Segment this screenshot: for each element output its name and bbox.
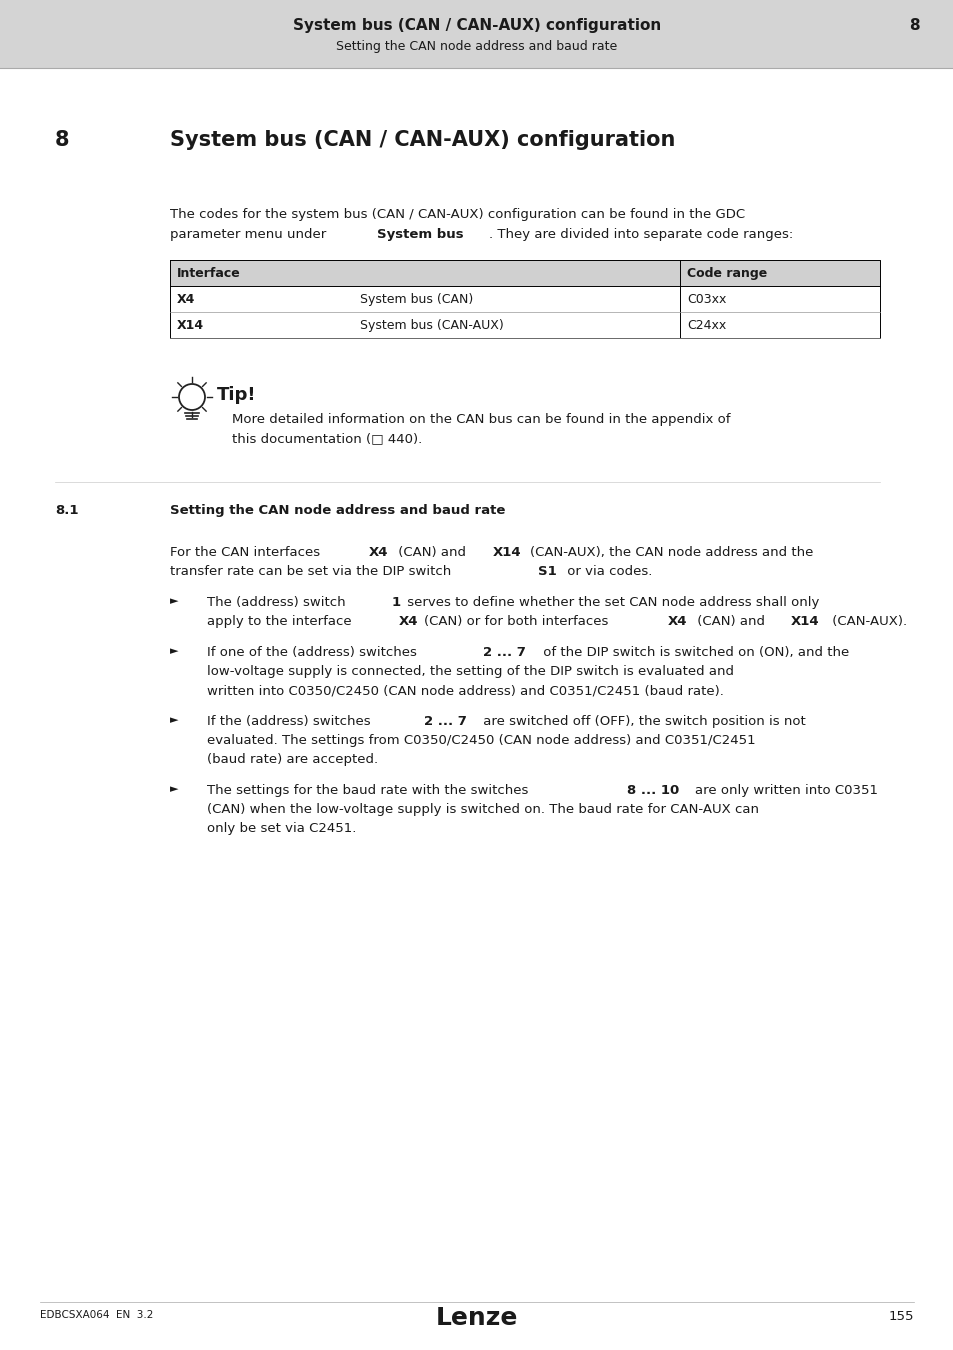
Text: X14: X14	[493, 545, 521, 559]
Text: 1: 1	[391, 595, 400, 609]
Text: More detailed information on the CAN bus can be found in the appendix of: More detailed information on the CAN bus…	[232, 413, 730, 427]
Text: ►: ►	[170, 716, 178, 725]
Text: EDBCSXA064  EN  3.2: EDBCSXA064 EN 3.2	[40, 1310, 153, 1320]
Text: System bus (CAN / CAN-AUX) configuration: System bus (CAN / CAN-AUX) configuration	[170, 130, 675, 150]
Text: transfer rate can be set via the DIP switch: transfer rate can be set via the DIP swi…	[170, 566, 455, 578]
Text: (CAN) and: (CAN) and	[394, 545, 470, 559]
Text: If one of the (address) switches: If one of the (address) switches	[207, 647, 420, 659]
Text: 155: 155	[887, 1310, 913, 1323]
Text: System bus (CAN-AUX): System bus (CAN-AUX)	[359, 319, 503, 332]
Text: low-voltage supply is connected, the setting of the DIP switch is evaluated and: low-voltage supply is connected, the set…	[207, 666, 733, 678]
Text: 8.1: 8.1	[55, 504, 78, 517]
Text: 8: 8	[55, 130, 70, 150]
Text: 8 ... 10: 8 ... 10	[626, 784, 679, 796]
Text: Code range: Code range	[686, 267, 766, 279]
Text: 2 ... 7: 2 ... 7	[423, 716, 466, 728]
Text: (baud rate) are accepted.: (baud rate) are accepted.	[207, 753, 377, 765]
Text: S1: S1	[537, 566, 557, 578]
Text: System bus (CAN / CAN-AUX) configuration: System bus (CAN / CAN-AUX) configuration	[293, 18, 660, 32]
Text: Interface: Interface	[177, 267, 240, 279]
Text: (CAN) and: (CAN) and	[692, 616, 768, 628]
Text: C24xx: C24xx	[686, 319, 725, 332]
Text: ►: ►	[170, 647, 178, 656]
Text: ►: ►	[170, 595, 178, 606]
Text: C03xx: C03xx	[686, 293, 725, 306]
Text: System bus: System bus	[376, 228, 463, 242]
Text: Tip!: Tip!	[216, 386, 256, 404]
Text: serves to define whether the set CAN node address shall only: serves to define whether the set CAN nod…	[403, 595, 819, 609]
Text: Setting the CAN node address and baud rate: Setting the CAN node address and baud ra…	[170, 504, 505, 517]
Text: The (address) switch: The (address) switch	[207, 595, 350, 609]
Text: System bus (CAN): System bus (CAN)	[359, 293, 473, 306]
Text: of the DIP switch is switched on (ON), and the: of the DIP switch is switched on (ON), a…	[538, 647, 848, 659]
Text: ►: ►	[170, 784, 178, 794]
Text: (CAN) when the low-voltage supply is switched on. The baud rate for CAN-AUX can: (CAN) when the low-voltage supply is swi…	[207, 803, 759, 815]
Text: apply to the interface: apply to the interface	[207, 616, 355, 628]
Text: . They are divided into separate code ranges:: . They are divided into separate code ra…	[488, 228, 792, 242]
Text: X4: X4	[369, 545, 388, 559]
Text: (CAN-AUX).: (CAN-AUX).	[827, 616, 906, 628]
Text: this documentation (□ 440).: this documentation (□ 440).	[232, 432, 422, 446]
Text: X4: X4	[667, 616, 686, 628]
Text: written into C0350/C2450 (CAN node address) and C0351/C2451 (baud rate).: written into C0350/C2450 (CAN node addre…	[207, 684, 723, 697]
Text: X4: X4	[177, 293, 195, 306]
Text: The settings for the baud rate with the switches: The settings for the baud rate with the …	[207, 784, 532, 796]
Text: are switched off (OFF), the switch position is not: are switched off (OFF), the switch posit…	[478, 716, 805, 728]
Text: For the CAN interfaces: For the CAN interfaces	[170, 545, 324, 559]
FancyBboxPatch shape	[170, 261, 879, 286]
Text: If the (address) switches: If the (address) switches	[207, 716, 375, 728]
Text: evaluated. The settings from C0350/C2450 (CAN node address) and C0351/C2451: evaluated. The settings from C0350/C2450…	[207, 734, 755, 747]
Text: Setting the CAN node address and baud rate: Setting the CAN node address and baud ra…	[336, 40, 617, 53]
Text: (CAN) or for both interfaces: (CAN) or for both interfaces	[424, 616, 612, 628]
Text: X14: X14	[177, 319, 204, 332]
Text: X4: X4	[398, 616, 418, 628]
Text: 2 ... 7: 2 ... 7	[483, 647, 526, 659]
Text: are only written into C0351: are only written into C0351	[694, 784, 877, 796]
Text: 8: 8	[908, 18, 919, 32]
Text: (CAN-AUX), the CAN node address and the: (CAN-AUX), the CAN node address and the	[529, 545, 812, 559]
FancyBboxPatch shape	[0, 0, 953, 68]
Text: or via codes.: or via codes.	[562, 566, 651, 578]
Text: parameter menu under: parameter menu under	[170, 228, 330, 242]
Text: The codes for the system bus (CAN / CAN-AUX) configuration can be found in the G: The codes for the system bus (CAN / CAN-…	[170, 208, 744, 221]
Text: X14: X14	[790, 616, 819, 628]
Text: Lenze: Lenze	[436, 1305, 517, 1330]
Text: only be set via C2451.: only be set via C2451.	[207, 822, 356, 836]
